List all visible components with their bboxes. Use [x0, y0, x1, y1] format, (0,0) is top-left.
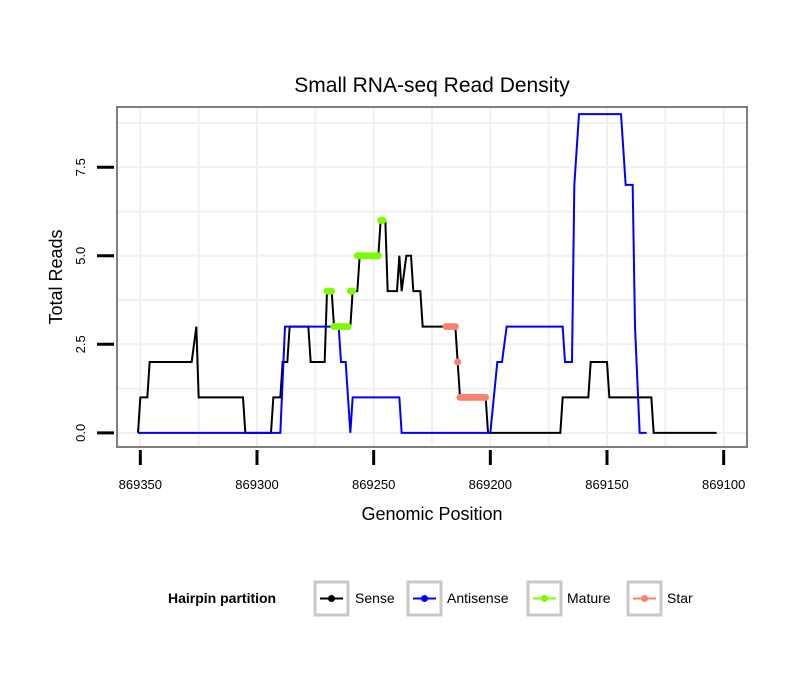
x-axis-title: Genomic Position: [361, 504, 502, 524]
mature-point: [379, 216, 387, 224]
legend-title: Hairpin partition: [168, 590, 276, 606]
x-tick-label: 869300: [235, 477, 278, 492]
y-axis: 0.0 2.5 5.0 7.5: [73, 158, 114, 442]
y-tick-label: 5.0: [73, 247, 88, 265]
series-layer: [137, 113, 717, 434]
legend-item-star: Star: [626, 580, 693, 617]
legend-key-dot: [328, 595, 335, 602]
antisense-line: [138, 113, 647, 434]
mature-point: [374, 252, 382, 260]
y-axis-title: Total Reads: [46, 229, 66, 324]
legend-items: Sense Antisense Mature Star: [313, 580, 693, 617]
star-point: [454, 358, 462, 366]
legend-label: Sense: [355, 590, 395, 606]
legend: Hairpin partition Sense Antisense Mature St…: [168, 580, 693, 617]
x-axis: 869350 869300 869250 869200 869150 869100: [119, 450, 745, 492]
x-tick-label: 869100: [702, 477, 745, 492]
mature-point: [344, 323, 352, 331]
star-point: [482, 393, 490, 401]
legend-key-dot: [421, 595, 428, 602]
legend-item-mature: Mature: [526, 580, 611, 617]
legend-item-antisense: Antisense: [406, 580, 509, 617]
y-tick-label: 7.5: [73, 158, 88, 176]
legend-key-dot: [541, 595, 548, 602]
chart-title: Small RNA-seq Read Density: [294, 74, 570, 97]
mature-point: [349, 287, 357, 295]
legend-label: Antisense: [447, 590, 509, 606]
y-tick-label: 2.5: [73, 335, 88, 353]
grid-lines: [118, 108, 746, 446]
legend-key-dot: [641, 595, 648, 602]
x-tick-label: 869350: [119, 477, 162, 492]
legend-label: Mature: [567, 590, 611, 606]
star-point: [451, 323, 459, 331]
x-tick-label: 869200: [469, 477, 512, 492]
y-tick-label: 0.0: [73, 424, 88, 442]
legend-label: Star: [667, 590, 693, 606]
mature-point: [328, 287, 336, 295]
x-tick-label: 869150: [585, 477, 628, 492]
legend-item-sense: Sense: [313, 580, 395, 617]
x-tick-label: 869250: [352, 477, 395, 492]
